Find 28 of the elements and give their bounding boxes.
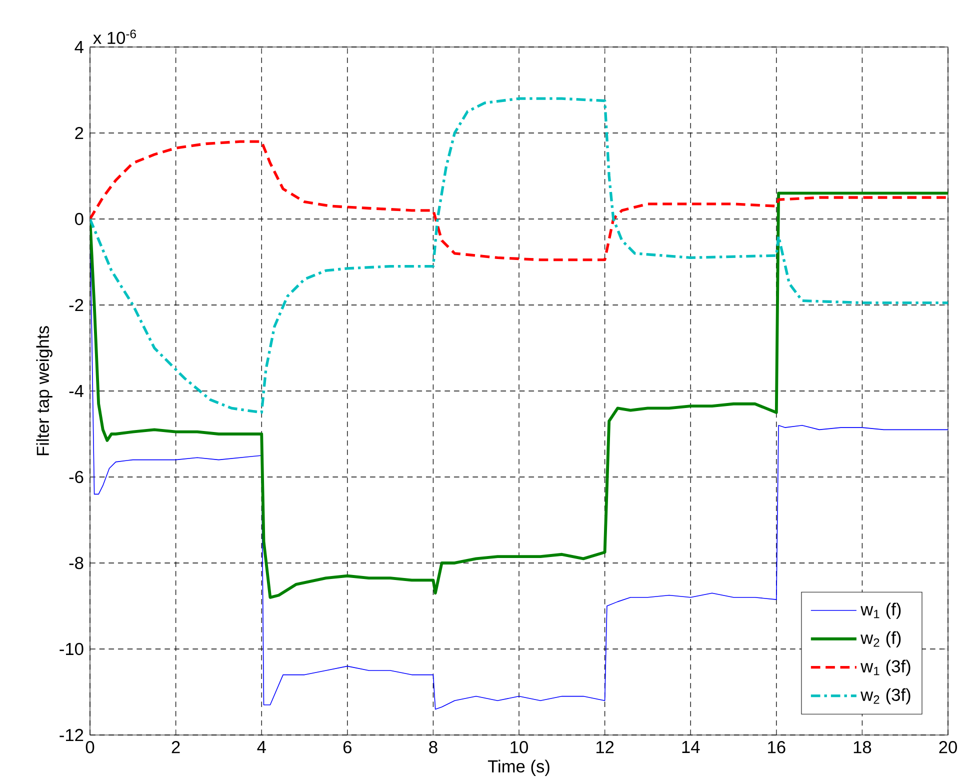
y-axis-title: Filter tap weights	[36, 326, 52, 456]
legend-label: w$_{1}$ (3f)	[860, 660, 910, 676]
x-tick-label: 14	[682, 741, 700, 754]
y-tick-label: 4	[74, 41, 84, 54]
x-tick-label: 2	[172, 741, 180, 754]
y-tick-label: -10	[60, 642, 84, 656]
x-tick-label: 18	[854, 741, 872, 754]
y-tick-label: -4	[69, 385, 84, 398]
x-tick-label: 0	[86, 741, 94, 754]
x-tick-label: 20	[939, 741, 957, 754]
x-axis-title: Time (s)	[488, 760, 550, 776]
legend-label: w$_{2}$ (f)	[860, 631, 901, 648]
y-tick-label: 2	[75, 127, 84, 140]
text: x 10$^{-6}$	[93, 30, 136, 44]
y-tick-label: -12	[60, 729, 84, 742]
x-tick-label: 16	[768, 741, 786, 754]
y-tick-label: -2	[69, 299, 84, 312]
legend-label: w$_{2}$ (3f)	[860, 688, 910, 705]
x-tick-label: 6	[343, 741, 352, 754]
x-tick-label: 10	[510, 741, 528, 754]
x-tick-label: 4	[257, 741, 266, 754]
legend-label: w$_{1}$ (f)	[860, 602, 901, 620]
line-series	[90, 97, 948, 414]
x-tick-label: 8	[429, 741, 438, 754]
x-tick-label: 12	[596, 741, 614, 754]
y-tick-label: -6	[69, 470, 84, 484]
y-tick-label: -8	[69, 556, 84, 570]
y-tick-label: 0	[74, 212, 84, 226]
